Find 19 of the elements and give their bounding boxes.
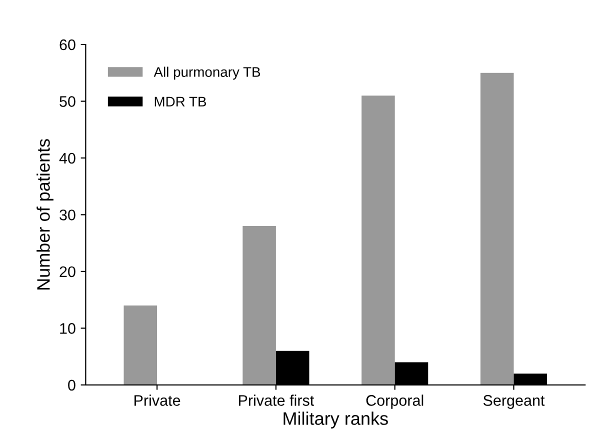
legend-label: All purmonary TB	[154, 66, 260, 80]
bar	[124, 305, 158, 385]
x-tick-label: Corporal	[366, 394, 424, 409]
x-tick-label: Sergeant	[483, 395, 545, 409]
x-tick-label: Private	[134, 394, 180, 406]
bar	[242, 226, 276, 385]
bar	[362, 96, 395, 385]
y-tick-label: 0	[68, 380, 76, 391]
x-axis-title: Military ranks	[284, 412, 388, 428]
y-tick-label: 50	[60, 96, 76, 107]
x-tick-label: Private first	[238, 394, 314, 406]
y-tick-label: 30	[60, 210, 76, 220]
y-axis-title: Number of patients	[36, 139, 54, 290]
y-tick-label: 20	[60, 266, 76, 278]
y-tick-label: 10	[60, 323, 76, 334]
legend-label: MDR TB	[154, 96, 206, 106]
bar	[480, 72, 514, 385]
y-tick-label: 60	[60, 39, 76, 50]
y-tick-label: 40	[59, 152, 76, 164]
